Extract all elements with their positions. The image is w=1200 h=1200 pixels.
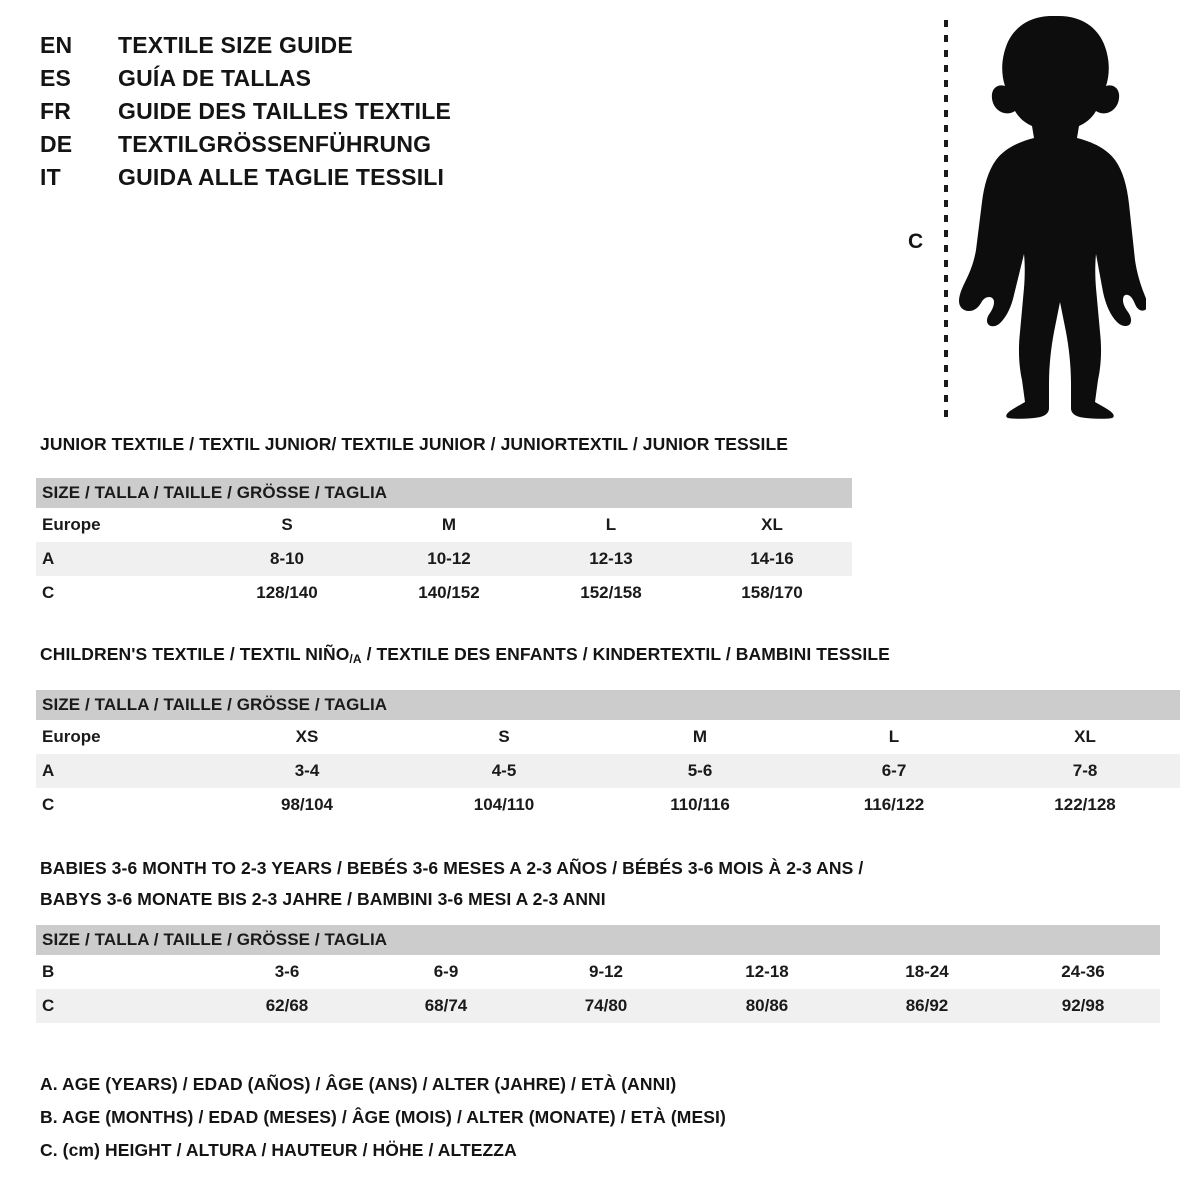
junior-band-row: SIZE / TALLA / TAILLE / GRÖSSE / TAGLIA (36, 478, 853, 508)
cell: 3-6 (208, 955, 366, 989)
language-title-list: EN TEXTILE SIZE GUIDE ES GUÍA DE TALLAS FR GU… (40, 32, 560, 197)
children-size-table: SIZE / TALLA / TAILLE / GRÖSSE / TAGLIA … (36, 690, 1181, 822)
cell: 4-5 (406, 754, 602, 788)
cell: 152/158 (530, 576, 692, 610)
row-label: C (36, 989, 208, 1023)
children-title-subscript: /A (349, 652, 362, 666)
language-code: EN (40, 32, 73, 58)
height-dotted-line (944, 20, 948, 420)
row-label: A (36, 754, 208, 788)
babies-section-title-line2: BABYS 3-6 MONATE BIS 2-3 JAHRE / BAMBINI… (40, 889, 606, 909)
cell: 74/80 (526, 989, 686, 1023)
row-label: C (36, 788, 208, 822)
language-title: GUÍA DE TALLAS (118, 65, 312, 91)
legend-block: A. AGE (YEARS) / EDAD (AÑOS) / ÂGE (ANS)… (40, 1068, 940, 1167)
row-label: C (36, 576, 206, 610)
table-row: A 8-10 10-12 12-13 14-16 (36, 542, 853, 576)
cell: 140/152 (368, 576, 530, 610)
cell: 128/140 (206, 576, 368, 610)
cell: 10-12 (368, 542, 530, 576)
height-illustration: C (890, 12, 1160, 422)
cell: 104/110 (406, 788, 602, 822)
cell: S (206, 508, 368, 542)
language-row: FR GUIDE DES TAILLES TEXTILE (40, 98, 560, 131)
babies-band-label: SIZE / TALLA / TAILLE / GRÖSSE / TAGLIA (36, 925, 1161, 955)
cell: L (530, 508, 692, 542)
children-title-post: / TEXTILE DES ENFANTS / KINDERTEXTIL / B… (361, 644, 890, 664)
language-code: IT (40, 164, 61, 190)
legend-line-c: C. (cm) HEIGHT / ALTURA / HAUTEUR / HÖHE… (40, 1140, 517, 1160)
row-label: Europe (36, 508, 206, 542)
child-silhouette-icon (959, 16, 1146, 419)
children-band-label: SIZE / TALLA / TAILLE / GRÖSSE / TAGLIA (36, 690, 1181, 720)
legend-line-a: A. AGE (YEARS) / EDAD (AÑOS) / ÂGE (ANS)… (40, 1074, 677, 1094)
language-row: EN TEXTILE SIZE GUIDE (40, 32, 560, 65)
table-row: Europe XS S M L XL (36, 720, 1181, 754)
language-title: GUIDE DES TAILLES TEXTILE (118, 98, 451, 124)
cell: 9-12 (526, 955, 686, 989)
cell: 7-8 (990, 754, 1181, 788)
cell: 3-4 (208, 754, 406, 788)
cell: XL (692, 508, 853, 542)
table-row: C 62/68 68/74 74/80 80/86 86/92 92/98 (36, 989, 1161, 1023)
cell: M (368, 508, 530, 542)
cell: 14-16 (692, 542, 853, 576)
cell: 12-18 (686, 955, 848, 989)
table-row: Europe S M L XL (36, 508, 853, 542)
babies-band-row: SIZE / TALLA / TAILLE / GRÖSSE / TAGLIA (36, 925, 1161, 955)
cell: 8-10 (206, 542, 368, 576)
language-title: TEXTILE SIZE GUIDE (118, 32, 353, 58)
babies-size-table: SIZE / TALLA / TAILLE / GRÖSSE / TAGLIA … (36, 925, 1161, 1023)
cell: 92/98 (1006, 989, 1161, 1023)
table-row: C 98/104 104/110 110/116 116/122 122/128 (36, 788, 1181, 822)
cell: M (602, 720, 798, 754)
language-row: IT GUIDA ALLE TAGLIE TESSILI (40, 164, 560, 197)
measure-c-label: C (908, 230, 924, 253)
table-row: C 128/140 140/152 152/158 158/170 (36, 576, 853, 610)
cell: 24-36 (1006, 955, 1161, 989)
cell: 18-24 (848, 955, 1006, 989)
cell: 98/104 (208, 788, 406, 822)
language-code: ES (40, 65, 72, 91)
cell: 6-7 (798, 754, 990, 788)
language-code: FR (40, 98, 72, 124)
cell: 12-13 (530, 542, 692, 576)
language-row: DE TEXTILGRÖSSENFÜHRUNG (40, 131, 560, 164)
cell: 86/92 (848, 989, 1006, 1023)
row-label: A (36, 542, 206, 576)
language-row: ES GUÍA DE TALLAS (40, 65, 560, 98)
row-label: B (36, 955, 208, 989)
cell: 110/116 (602, 788, 798, 822)
cell: XS (208, 720, 406, 754)
children-section-title: CHILDREN'S TEXTILE / TEXTIL NIÑO/A / TEX… (40, 644, 890, 666)
cell: 62/68 (208, 989, 366, 1023)
junior-section-title: JUNIOR TEXTILE / TEXTIL JUNIOR/ TEXTILE … (40, 434, 789, 454)
table-row: A 3-4 4-5 5-6 6-7 7-8 (36, 754, 1181, 788)
table-row: B 3-6 6-9 9-12 12-18 18-24 24-36 (36, 955, 1161, 989)
cell: L (798, 720, 990, 754)
cell: 158/170 (692, 576, 853, 610)
babies-section-title-line1: BABIES 3-6 MONTH TO 2-3 YEARS / BEBÉS 3-… (40, 858, 864, 878)
language-title: TEXTILGRÖSSENFÜHRUNG (118, 131, 432, 157)
cell: 122/128 (990, 788, 1181, 822)
cell: XL (990, 720, 1181, 754)
row-label: Europe (36, 720, 208, 754)
cell: 80/86 (686, 989, 848, 1023)
cell: 116/122 (798, 788, 990, 822)
language-code: DE (40, 131, 73, 157)
children-title-pre: CHILDREN'S TEXTILE / TEXTIL NIÑO (40, 644, 350, 664)
legend-line-b: B. AGE (MONTHS) / EDAD (MESES) / ÂGE (MO… (40, 1107, 726, 1127)
cell: 6-9 (366, 955, 526, 989)
language-title: GUIDA ALLE TAGLIE TESSILI (118, 164, 445, 190)
junior-size-table: SIZE / TALLA / TAILLE / GRÖSSE / TAGLIA … (36, 478, 853, 610)
children-band-row: SIZE / TALLA / TAILLE / GRÖSSE / TAGLIA (36, 690, 1181, 720)
cell: 5-6 (602, 754, 798, 788)
cell: 68/74 (366, 989, 526, 1023)
junior-band-label: SIZE / TALLA / TAILLE / GRÖSSE / TAGLIA (36, 478, 853, 508)
cell: S (406, 720, 602, 754)
